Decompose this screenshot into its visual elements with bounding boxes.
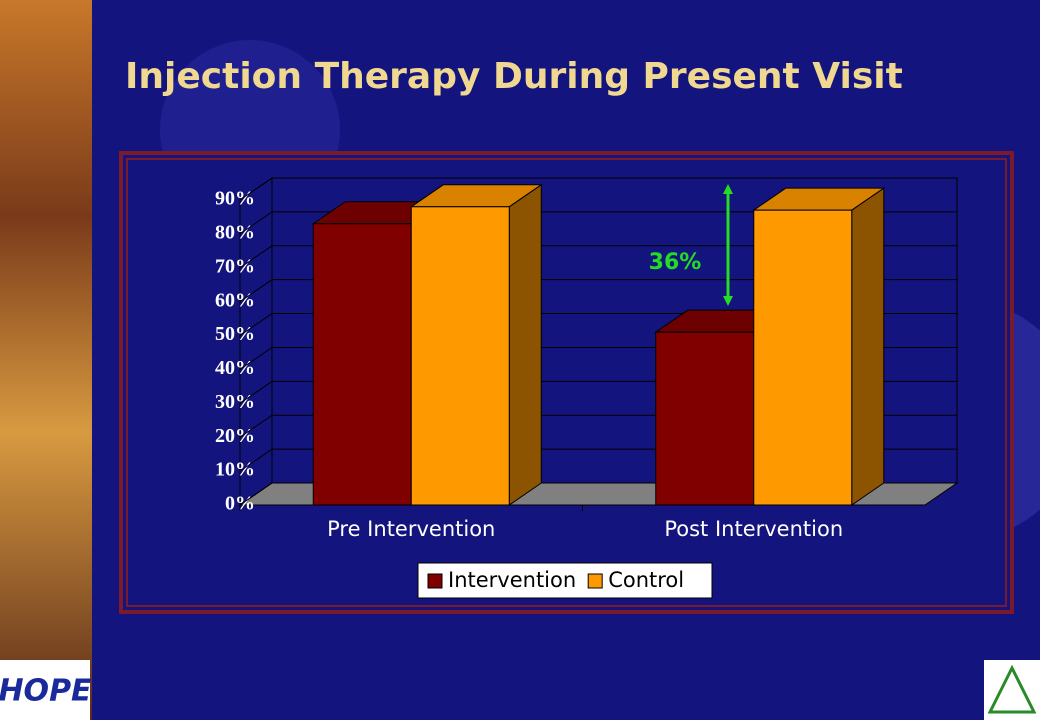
y-tick-label: 70% xyxy=(215,255,255,277)
bar xyxy=(410,206,510,506)
legend-label: Intervention xyxy=(448,568,576,592)
x-tick-label: Post Intervention xyxy=(664,517,843,541)
bar xyxy=(312,223,412,506)
left-strip xyxy=(0,0,92,720)
arrow-head xyxy=(723,184,733,194)
annotation: 36% xyxy=(649,250,702,275)
y-tick-label: 80% xyxy=(215,221,255,243)
y-tick-label: 30% xyxy=(215,391,255,413)
arrow-head xyxy=(723,296,733,306)
bar-side xyxy=(851,187,885,506)
grid-line xyxy=(239,177,957,201)
y-tick-label: 60% xyxy=(215,289,255,311)
legend-swatch xyxy=(587,573,603,589)
logo-left xyxy=(0,660,90,720)
bar-side xyxy=(508,183,542,506)
y-tick-label: 50% xyxy=(215,323,255,345)
logo-text: HOPE xyxy=(0,674,92,709)
bar xyxy=(655,331,755,506)
y-tick-label: 20% xyxy=(215,425,255,447)
bar xyxy=(753,209,853,506)
chart-title: Injection Therapy During Present Visit xyxy=(125,56,903,97)
y-tick-label: 90% xyxy=(215,188,255,210)
logo-right-icon xyxy=(987,664,1037,714)
legend-label: Control xyxy=(608,568,684,592)
x-tick-label: Pre Intervention xyxy=(327,517,495,541)
legend-swatch xyxy=(427,573,443,589)
y-tick-label: 40% xyxy=(215,357,255,379)
y-tick-label: 0% xyxy=(225,493,255,515)
y-tick-label: 10% xyxy=(215,459,255,481)
chart-frame-inner xyxy=(126,158,1007,607)
legend-box xyxy=(417,562,713,599)
